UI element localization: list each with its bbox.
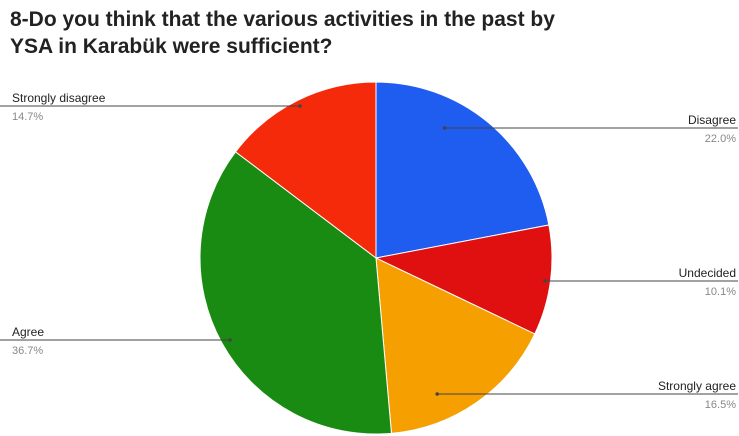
slice-percentage: 22.0% bbox=[705, 133, 736, 145]
chart-title-line-1: 8-Do you think that the various activiti… bbox=[10, 8, 555, 31]
callout-dot bbox=[228, 338, 232, 342]
pie-slice-disagree bbox=[375, 81, 550, 259]
callout-dot bbox=[543, 279, 547, 283]
callout-dot bbox=[442, 126, 447, 130]
callout-dot bbox=[435, 392, 440, 396]
slice-label: Strongly agree bbox=[658, 379, 736, 393]
chart-title-line-2: YSA in Karabük were sufficient? bbox=[10, 35, 333, 58]
slice-percentage: 10.1% bbox=[705, 286, 736, 298]
slice-percentage: 36.7% bbox=[12, 345, 43, 357]
slice-percentage: 14.7% bbox=[12, 111, 43, 123]
callout-dot bbox=[298, 104, 302, 108]
pie-slice-agree bbox=[199, 151, 393, 435]
slice-label: Disagree bbox=[688, 113, 736, 127]
slice-percentage: 16.5% bbox=[705, 399, 736, 411]
slice-label: Strongly disagree bbox=[12, 91, 106, 105]
chart-title: 8-Do you think that the various activiti… bbox=[10, 6, 730, 60]
slice-label: Undecided bbox=[679, 266, 736, 280]
pie-slice-strongly-agree bbox=[375, 257, 536, 434]
pie-slice-strongly-disagree bbox=[234, 81, 377, 260]
slice-label: Agree bbox=[12, 325, 44, 339]
